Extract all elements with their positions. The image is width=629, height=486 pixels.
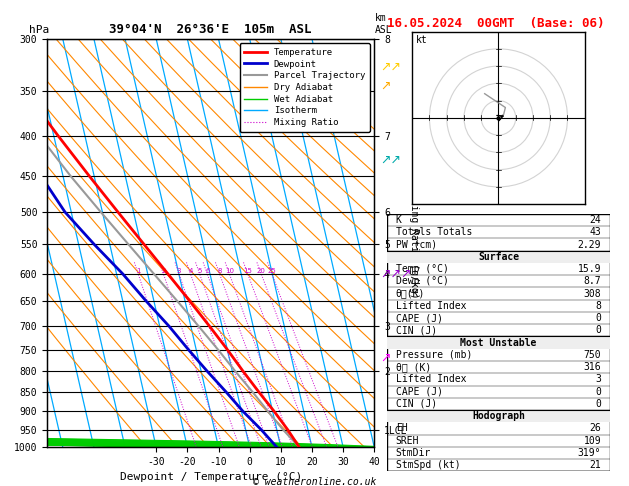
Text: 0: 0 — [595, 399, 601, 409]
Text: Surface: Surface — [478, 252, 519, 262]
Text: StmDir: StmDir — [396, 448, 431, 458]
Text: CIN (J): CIN (J) — [396, 399, 437, 409]
Bar — [387, 410, 610, 422]
Text: 26: 26 — [589, 423, 601, 434]
Text: ↗↗: ↗↗ — [381, 153, 401, 166]
Text: 1: 1 — [136, 268, 140, 274]
Text: ↗: ↗ — [381, 352, 391, 364]
Text: 319°: 319° — [577, 448, 601, 458]
Text: hPa: hPa — [29, 25, 50, 35]
Text: 8: 8 — [595, 301, 601, 311]
Text: Pressure (mb): Pressure (mb) — [396, 350, 472, 360]
Y-axis label: Mixing Ratio (g/kg): Mixing Ratio (g/kg) — [409, 187, 418, 299]
Text: © weatheronline.co.uk: © weatheronline.co.uk — [253, 477, 376, 486]
Text: 43: 43 — [589, 227, 601, 237]
Text: 5: 5 — [198, 268, 202, 274]
Text: CIN (J): CIN (J) — [396, 325, 437, 335]
Text: km
ASL: km ASL — [375, 13, 392, 35]
Text: 109: 109 — [584, 436, 601, 446]
Text: StmSpd (kt): StmSpd (kt) — [396, 460, 460, 470]
Text: θᴄ(K): θᴄ(K) — [396, 289, 425, 298]
Text: EH: EH — [396, 423, 408, 434]
Text: 15: 15 — [243, 268, 252, 274]
Text: θᴄ (K): θᴄ (K) — [396, 362, 431, 372]
Text: 8.7: 8.7 — [584, 277, 601, 286]
Text: 4: 4 — [188, 268, 192, 274]
Text: 24: 24 — [589, 215, 601, 225]
Bar — [387, 251, 610, 263]
Text: 0: 0 — [595, 325, 601, 335]
Text: ↗: ↗ — [381, 80, 391, 93]
Text: ↗↗: ↗↗ — [381, 61, 401, 74]
Text: 2: 2 — [161, 268, 165, 274]
Text: ↗↗↗: ↗↗↗ — [381, 267, 412, 280]
Text: 308: 308 — [584, 289, 601, 298]
Text: Totals Totals: Totals Totals — [396, 227, 472, 237]
Text: 21: 21 — [589, 460, 601, 470]
Text: 20: 20 — [257, 268, 265, 274]
Text: Dewp (°C): Dewp (°C) — [396, 277, 448, 286]
Text: PW (cm): PW (cm) — [396, 240, 437, 249]
Bar — [387, 336, 610, 349]
Text: 0: 0 — [595, 313, 601, 323]
Text: 8: 8 — [218, 268, 222, 274]
Title: 39°04'N  26°36'E  105m  ASL: 39°04'N 26°36'E 105m ASL — [109, 23, 312, 36]
Text: 3: 3 — [595, 374, 601, 384]
Text: Temp (°C): Temp (°C) — [396, 264, 448, 274]
Text: 316: 316 — [584, 362, 601, 372]
Text: 750: 750 — [584, 350, 601, 360]
Text: 0: 0 — [595, 387, 601, 397]
Text: 6: 6 — [205, 268, 209, 274]
Text: 16.05.2024  00GMT  (Base: 06): 16.05.2024 00GMT (Base: 06) — [387, 17, 604, 30]
Text: CAPE (J): CAPE (J) — [396, 387, 443, 397]
X-axis label: Dewpoint / Temperature (°C): Dewpoint / Temperature (°C) — [120, 472, 302, 483]
Text: 2.29: 2.29 — [577, 240, 601, 249]
Text: 25: 25 — [267, 268, 276, 274]
Text: CAPE (J): CAPE (J) — [396, 313, 443, 323]
Text: Lifted Index: Lifted Index — [396, 374, 466, 384]
Text: 3: 3 — [177, 268, 181, 274]
Text: 10: 10 — [225, 268, 234, 274]
Text: Hodograph: Hodograph — [472, 411, 525, 421]
Legend: Temperature, Dewpoint, Parcel Trajectory, Dry Adiabat, Wet Adiabat, Isotherm, Mi: Temperature, Dewpoint, Parcel Trajectory… — [240, 43, 370, 132]
Text: Most Unstable: Most Unstable — [460, 338, 537, 347]
Text: Lifted Index: Lifted Index — [396, 301, 466, 311]
Text: 15.9: 15.9 — [577, 264, 601, 274]
Text: SREH: SREH — [396, 436, 420, 446]
Text: kt: kt — [416, 35, 428, 45]
Text: K: K — [396, 215, 402, 225]
